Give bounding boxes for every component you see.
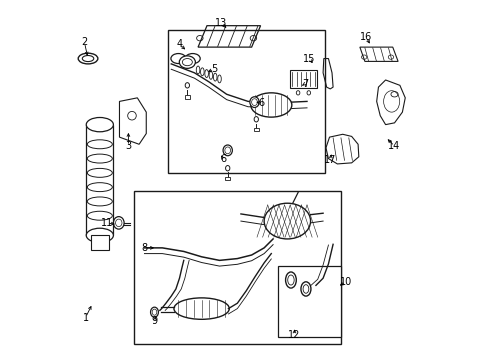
Ellipse shape <box>264 203 310 239</box>
Text: 3: 3 <box>125 141 131 151</box>
Text: 2: 2 <box>81 37 87 48</box>
Ellipse shape <box>296 91 299 95</box>
Ellipse shape <box>300 282 310 296</box>
Ellipse shape <box>254 117 258 122</box>
Text: 5: 5 <box>211 64 217 74</box>
Ellipse shape <box>285 272 296 288</box>
Ellipse shape <box>303 285 308 293</box>
Ellipse shape <box>251 99 257 105</box>
Ellipse shape <box>249 97 259 108</box>
Text: 11: 11 <box>101 218 113 228</box>
Bar <box>184 95 189 99</box>
Text: 1: 1 <box>82 312 88 323</box>
Ellipse shape <box>185 83 189 88</box>
Ellipse shape <box>287 275 294 285</box>
Text: 14: 14 <box>387 141 400 151</box>
Bar <box>167 30 324 173</box>
Text: 16: 16 <box>359 32 371 42</box>
Bar <box>289 70 316 88</box>
Text: 8: 8 <box>141 243 147 253</box>
Ellipse shape <box>250 93 291 117</box>
Ellipse shape <box>115 219 122 226</box>
Text: 7: 7 <box>302 78 308 89</box>
Bar <box>225 177 230 180</box>
Bar <box>91 235 108 249</box>
Ellipse shape <box>171 54 185 64</box>
Ellipse shape <box>86 117 113 132</box>
Ellipse shape <box>223 145 232 156</box>
Ellipse shape <box>78 53 98 64</box>
Ellipse shape <box>224 147 230 154</box>
Text: 10: 10 <box>339 277 351 287</box>
Bar <box>253 128 258 131</box>
Ellipse shape <box>82 55 94 62</box>
Ellipse shape <box>182 59 192 66</box>
Ellipse shape <box>306 91 310 95</box>
Ellipse shape <box>174 298 229 319</box>
Text: 12: 12 <box>288 330 300 341</box>
Text: 4: 4 <box>176 39 182 49</box>
Text: 13: 13 <box>215 18 227 28</box>
Text: 17: 17 <box>324 156 336 165</box>
Text: 6: 6 <box>258 98 264 108</box>
Ellipse shape <box>150 307 158 317</box>
Ellipse shape <box>86 228 113 243</box>
Ellipse shape <box>179 56 195 68</box>
Ellipse shape <box>185 54 200 64</box>
Ellipse shape <box>225 166 229 171</box>
Bar <box>278 266 340 337</box>
Ellipse shape <box>113 217 124 229</box>
Text: 9: 9 <box>151 316 157 326</box>
Bar <box>86 125 113 235</box>
Bar <box>134 191 340 344</box>
Text: 15: 15 <box>303 54 315 64</box>
Text: 6: 6 <box>220 154 225 163</box>
Ellipse shape <box>152 309 157 315</box>
